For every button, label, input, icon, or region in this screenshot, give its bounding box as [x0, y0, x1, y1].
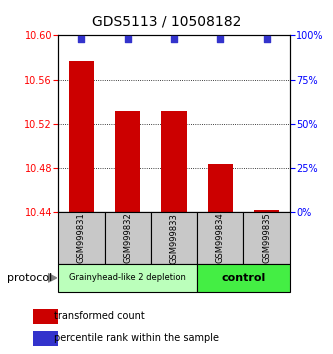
Point: [264, 36, 269, 42]
Bar: [105, 212, 151, 264]
Bar: [207, 164, 233, 212]
Bar: [254, 210, 279, 212]
Bar: [151, 212, 197, 264]
Bar: [58, 264, 197, 292]
Point: [79, 36, 84, 42]
Bar: [243, 212, 290, 264]
Bar: [197, 264, 290, 292]
Text: GSM999835: GSM999835: [262, 213, 271, 263]
Text: GSM999831: GSM999831: [77, 213, 86, 263]
Bar: [161, 110, 187, 212]
Text: GDS5113 / 10508182: GDS5113 / 10508182: [92, 14, 241, 28]
Bar: [33, 331, 58, 346]
Text: GSM999833: GSM999833: [169, 213, 178, 263]
Point: [125, 36, 131, 42]
Polygon shape: [48, 274, 57, 282]
Text: GSM999834: GSM999834: [216, 213, 225, 263]
Text: percentile rank within the sample: percentile rank within the sample: [54, 333, 218, 343]
Bar: [197, 212, 243, 264]
Text: protocol: protocol: [7, 273, 52, 283]
Bar: [69, 61, 94, 212]
Bar: [33, 309, 58, 324]
Text: GSM999832: GSM999832: [123, 213, 132, 263]
Text: control: control: [221, 273, 265, 283]
Point: [218, 36, 223, 42]
Point: [171, 36, 176, 42]
Bar: [58, 212, 105, 264]
Text: Grainyhead-like 2 depletion: Grainyhead-like 2 depletion: [69, 273, 186, 282]
Text: transformed count: transformed count: [54, 312, 145, 321]
Bar: [115, 110, 141, 212]
